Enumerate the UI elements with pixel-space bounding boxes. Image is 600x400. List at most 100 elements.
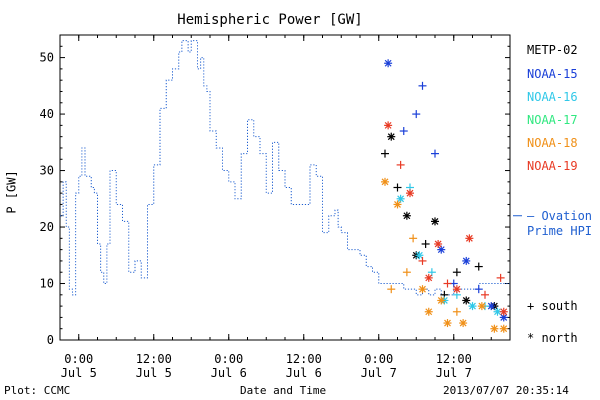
ovation-legend-line1: — Ovation bbox=[527, 209, 593, 223]
marker-star-d2 bbox=[444, 319, 451, 327]
data-point-north bbox=[477, 302, 486, 311]
marker-star-d2 bbox=[384, 121, 392, 129]
data-point-north bbox=[424, 307, 433, 316]
data-point-north bbox=[499, 307, 508, 316]
data-point-south bbox=[474, 262, 483, 271]
marker-star-d2 bbox=[394, 201, 401, 208]
y-tick-label: 40 bbox=[40, 107, 54, 121]
marker-star-d2 bbox=[462, 297, 470, 304]
marker-star-d2 bbox=[425, 308, 433, 316]
marker-star-d2 bbox=[434, 240, 442, 248]
x-tick-label-date: Jul 6 bbox=[211, 366, 247, 380]
marker-star-d2 bbox=[465, 234, 473, 242]
x-tick-label-time: 0:00 bbox=[214, 352, 243, 366]
legend-marker-south: + south bbox=[527, 299, 578, 313]
x-tick-label-time: 12:00 bbox=[436, 352, 472, 366]
y-tick-label: 20 bbox=[40, 220, 54, 234]
legend-marker-south-label: south bbox=[541, 299, 578, 313]
data-point-south bbox=[402, 268, 411, 277]
x-tick-label-date: Jul 7 bbox=[361, 366, 397, 380]
marker-star-d2 bbox=[415, 251, 423, 259]
legend-marker-south-symbol: + bbox=[527, 299, 535, 313]
marker-star-d2 bbox=[403, 212, 411, 220]
data-point-south bbox=[443, 279, 452, 288]
marker-star-d2 bbox=[494, 308, 501, 316]
legend-item-noaa-19: NOAA-19 bbox=[527, 159, 578, 173]
data-point-south bbox=[452, 268, 461, 277]
data-point-north bbox=[431, 217, 439, 226]
marker-star-d2 bbox=[459, 319, 467, 327]
marker-star-d2 bbox=[437, 297, 445, 304]
data-point-south bbox=[431, 149, 439, 158]
legend-item-noaa-18: NOAA-18 bbox=[527, 136, 578, 150]
data-point-south bbox=[387, 285, 396, 294]
x-axis-label: Date and Time bbox=[240, 384, 327, 397]
legend-item-noaa-15: NOAA-15 bbox=[527, 67, 578, 81]
data-point-south bbox=[393, 183, 402, 192]
data-point-south bbox=[481, 290, 489, 299]
y-tick-label: 30 bbox=[40, 164, 54, 178]
data-point-north bbox=[437, 296, 446, 305]
x-tick-label-time: 12:00 bbox=[136, 352, 172, 366]
data-point-north bbox=[459, 319, 468, 328]
marker-star-d2 bbox=[437, 246, 445, 254]
data-point-south bbox=[427, 268, 436, 277]
marker-star-d2 bbox=[453, 285, 461, 293]
y-tick-label: 0 bbox=[47, 333, 54, 347]
marker-star-d2 bbox=[419, 285, 426, 293]
data-point-north bbox=[443, 319, 452, 328]
data-point-north bbox=[384, 121, 393, 130]
data-point-south bbox=[396, 160, 405, 169]
marker-star-d2 bbox=[387, 133, 395, 141]
marker-star-d2 bbox=[384, 59, 392, 67]
marker-star-d2 bbox=[500, 325, 508, 333]
data-point-south bbox=[381, 149, 389, 158]
ovation-hpi-line bbox=[60, 40, 510, 296]
y-tick-label: 50 bbox=[40, 51, 54, 65]
data-point-north bbox=[396, 194, 405, 203]
data-point-north bbox=[490, 324, 499, 333]
data-point-north bbox=[415, 251, 424, 260]
x-tick-label-time: 0:00 bbox=[64, 352, 93, 366]
marker-star-d2 bbox=[500, 308, 508, 316]
data-point-north bbox=[499, 324, 508, 333]
data-point-south bbox=[399, 127, 408, 136]
x-tick-label-date: Jul 5 bbox=[61, 366, 97, 380]
data-point-south bbox=[412, 110, 421, 119]
x-tick-label-time: 0:00 bbox=[364, 352, 393, 366]
data-point-north bbox=[465, 234, 474, 243]
data-point-south bbox=[418, 81, 427, 90]
data-point-north bbox=[406, 189, 414, 198]
marker-star-d2 bbox=[478, 302, 486, 310]
marker-star-d2 bbox=[490, 325, 498, 333]
marker-star-d2 bbox=[406, 189, 414, 197]
legend-item-noaa-17: NOAA-17 bbox=[527, 113, 578, 127]
data-point-north bbox=[387, 132, 396, 141]
marker-star-d2 bbox=[431, 217, 439, 225]
data-point-north bbox=[381, 177, 389, 186]
data-point-south bbox=[474, 285, 483, 294]
x-tick-label-date: Jul 5 bbox=[136, 366, 172, 380]
legend-marker-north: * north bbox=[527, 331, 578, 345]
x-tick-label-time: 12:00 bbox=[286, 352, 322, 366]
legend-marker-north-symbol: * bbox=[527, 331, 535, 345]
marker-star-d2 bbox=[487, 302, 495, 310]
legend-marker-north-label: north bbox=[541, 331, 578, 345]
data-point-north bbox=[384, 59, 393, 68]
y-tick-label: 10 bbox=[40, 277, 54, 291]
data-point-north bbox=[434, 239, 443, 248]
data-point-south bbox=[421, 239, 430, 248]
data-point-north bbox=[452, 285, 461, 294]
data-point-north bbox=[468, 302, 477, 311]
footer-source: Plot: CCMC bbox=[4, 384, 71, 397]
marker-star-d2 bbox=[462, 257, 470, 265]
marker-star-d2 bbox=[397, 195, 405, 203]
y-axis-label: P [GW] bbox=[4, 170, 19, 214]
data-point-south bbox=[409, 234, 418, 243]
data-point-north bbox=[418, 285, 427, 294]
ovation-legend-line2: Prime HPI bbox=[527, 224, 593, 238]
marker-star-d2 bbox=[425, 274, 433, 282]
footer-timestamp: 2013/07/07 20:35:14 bbox=[443, 384, 569, 397]
data-point-north bbox=[462, 296, 471, 305]
x-tick-label-date: Jul 7 bbox=[436, 366, 472, 380]
